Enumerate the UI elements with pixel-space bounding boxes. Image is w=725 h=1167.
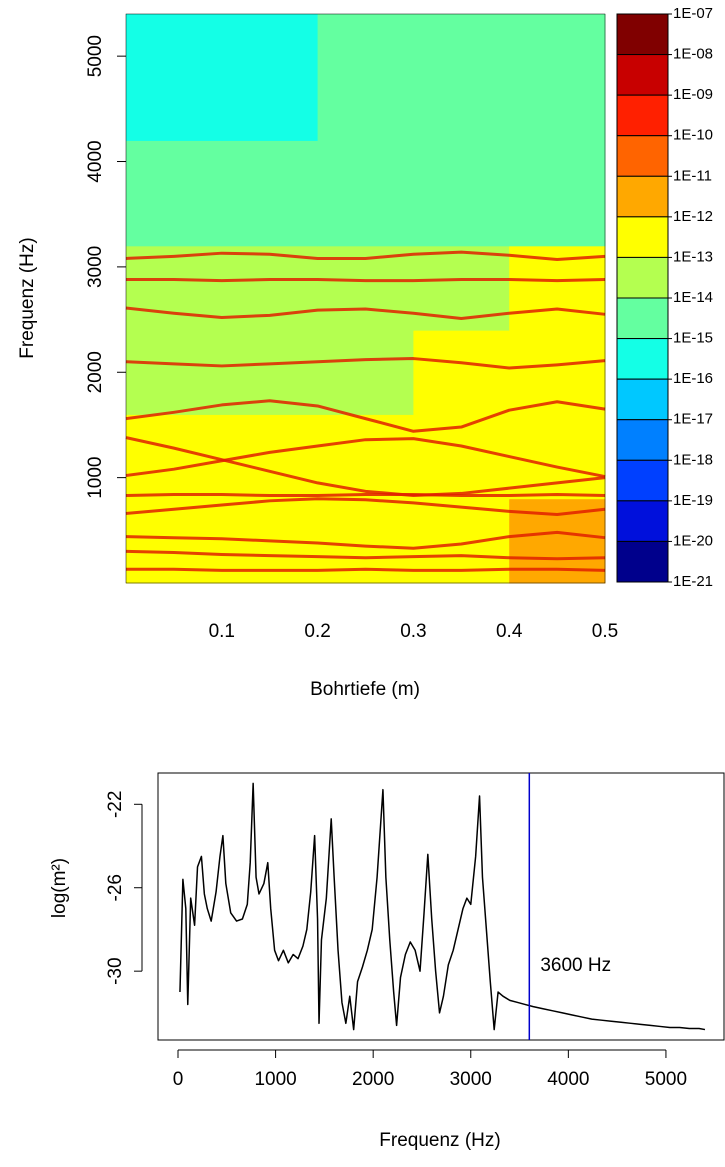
colorbar-label: 1E-20: [673, 532, 713, 549]
colorbar-band: [616, 13, 669, 56]
colorbar-label: 1E-14: [673, 289, 713, 306]
spectrum-line: [179, 782, 706, 1031]
ridge-line: [125, 357, 606, 370]
heatmap-cell: [126, 14, 223, 141]
colorbar-label: 1E-12: [673, 208, 713, 225]
colorbar-band: [616, 297, 669, 340]
colorbar-label: 1E-11: [673, 167, 712, 184]
colorbar-band: [616, 378, 669, 421]
heatmap-cell: [317, 140, 414, 247]
ridge-line: [125, 492, 606, 498]
heatmap-cell: [413, 14, 510, 141]
x-tick-label: 0.4: [496, 621, 523, 642]
y-tick-label: 4000: [85, 140, 106, 182]
heatmap-cell: [317, 330, 414, 415]
colorbar-label: 1E-21: [673, 573, 713, 590]
colorbar-label: 1E-10: [673, 127, 713, 144]
colorbar-band: [616, 256, 669, 299]
heatmap-cell: [413, 140, 510, 247]
plot-frame: [157, 772, 725, 1041]
y-tick-label: 2000: [85, 351, 106, 393]
y-tick-label: 3000: [85, 246, 106, 288]
ridge-line: [125, 437, 606, 479]
ridge-line: [125, 497, 606, 517]
colorbar-label: 1E-09: [673, 86, 713, 103]
colorbar-band: [616, 175, 669, 218]
ridge-line: [125, 399, 606, 433]
x-tick-label: 5000: [645, 1069, 687, 1090]
heatmap-cell: [317, 14, 414, 141]
heatmap-cell: [509, 140, 606, 247]
x-tick-label: 1000: [254, 1069, 296, 1090]
plot-frame: [125, 13, 606, 584]
colorbar-band: [616, 94, 669, 137]
colorbar-label: 1E-08: [673, 46, 713, 63]
ridge-line: [125, 549, 606, 561]
heatmap-cell: [221, 14, 319, 141]
colorbar-label: 1E-18: [673, 451, 713, 468]
ridge-line: [125, 436, 606, 498]
colorbar-band: [616, 54, 669, 96]
x-tick-label: 0.3: [400, 621, 426, 642]
x-tick-label: 0.1: [209, 621, 235, 642]
x-axis-title: Frequenz (Hz): [379, 1130, 500, 1151]
x-tick-label: 0.2: [304, 621, 330, 642]
y-axis-title: Frequenz (Hz): [17, 237, 38, 358]
colorbar-band: [616, 459, 669, 502]
colorbar-band: [616, 216, 669, 258]
ridge-line: [125, 530, 606, 550]
heatmap-cell: [126, 330, 223, 415]
colorbar-label: 1E-07: [673, 5, 713, 22]
colorbar-band: [616, 135, 669, 177]
ridge-line: [126, 278, 606, 283]
x-tick-label: 0.5: [592, 621, 618, 642]
y-tick-label: -22: [105, 791, 126, 818]
y-tick-label: 5000: [85, 35, 106, 77]
colorbar-label: 1E-19: [673, 492, 713, 509]
heatmap-cell: [126, 140, 223, 247]
colorbar-label: 1E-15: [673, 330, 713, 347]
colorbar-band: [616, 540, 669, 583]
colorbar-band: [616, 419, 669, 461]
x-tick-label: 0: [173, 1069, 184, 1090]
colorbar-label: 1E-16: [673, 370, 713, 387]
heatmap-cell: [509, 14, 606, 141]
x-tick-label: 2000: [352, 1069, 394, 1090]
x-axis-title: Bohrtiefe (m): [310, 679, 420, 700]
heatmap-cell: [413, 330, 510, 415]
y-tick-label: -26: [105, 874, 126, 901]
colorbar-label: 1E-13: [673, 248, 713, 265]
marker-label: 3600 Hz: [540, 955, 611, 976]
colorbar-band: [616, 500, 669, 542]
y-tick-label: -30: [105, 957, 126, 984]
ridge-line: [126, 567, 606, 572]
ridge-line: [125, 250, 606, 262]
x-tick-label: 3000: [450, 1069, 492, 1090]
heatmap-cell: [221, 140, 319, 247]
ridge-line: [125, 306, 606, 321]
y-tick-label: 1000: [85, 456, 106, 498]
colorbar-band: [616, 338, 669, 380]
x-tick-label: 4000: [547, 1069, 589, 1090]
colorbar-label: 1E-17: [673, 411, 713, 428]
y-axis-title: log(m²): [49, 858, 70, 918]
